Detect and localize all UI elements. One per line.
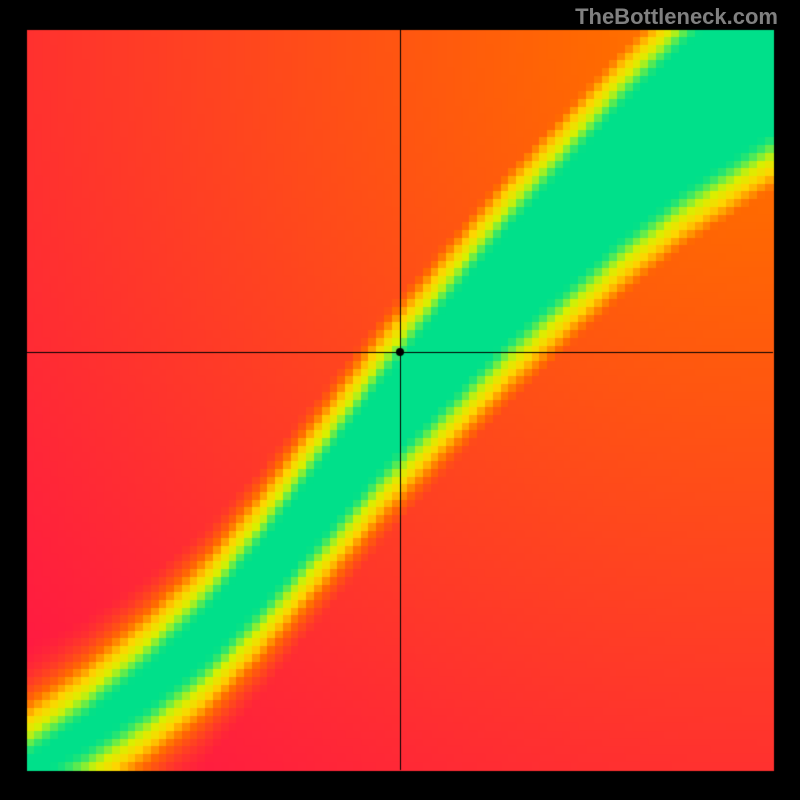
chart-container: TheBottleneck.com (0, 0, 800, 800)
bottleneck-heatmap-canvas (0, 0, 800, 800)
watermark-text: TheBottleneck.com (575, 4, 778, 30)
